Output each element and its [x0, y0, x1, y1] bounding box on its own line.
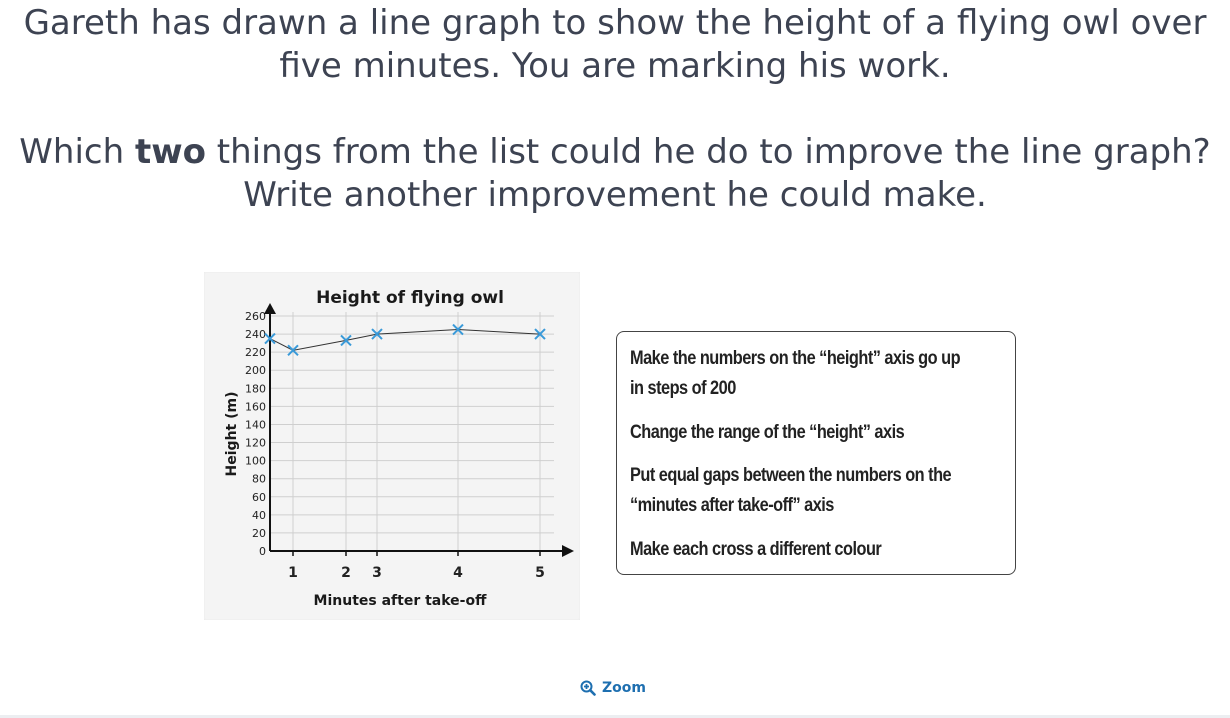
emphasis-two: two — [134, 132, 206, 172]
option-equal-gaps: Put equal gaps between the numbers on th… — [630, 465, 952, 516]
y-tick-label: 100 — [245, 455, 266, 468]
question-line-3: Which two things from the list could he … — [19, 132, 1211, 172]
chart-paper: 0 20 40 60 80 100 120 140 160 180 200 220 240 260 1 2 3 4… — [204, 272, 580, 620]
y-axis-arrow — [264, 303, 276, 314]
y-tick-label: 120 — [245, 437, 266, 450]
question-line-2: five minutes. You are marking his work. — [279, 46, 951, 86]
y-tick-label: 0 — [259, 545, 266, 558]
x-tick-label: 5 — [535, 565, 545, 581]
question-line-1: Gareth has drawn a line graph to show th… — [23, 3, 1207, 43]
zoom-label: Zoom — [602, 680, 646, 696]
data-point-cross — [452, 323, 464, 336]
question-intro: Gareth has drawn a line graph to show th… — [0, 2, 1230, 88]
y-tick-label: 260 — [245, 310, 266, 323]
y-axis-label: Height (m) — [224, 392, 240, 477]
option-range: Change the range of the “height” axis — [630, 422, 905, 443]
x-axis-arrow — [562, 545, 574, 557]
y-tick-label: 80 — [252, 473, 266, 486]
x-axis-label: Minutes after take-off — [314, 593, 488, 609]
y-tick-label: 40 — [252, 509, 266, 522]
data-point-cross — [534, 328, 546, 340]
y-tick-label: 20 — [252, 527, 266, 540]
data-point-cross — [371, 328, 383, 340]
improvement-options-box: Make the numbers on the “height” axis go… — [616, 331, 1016, 575]
zoom-button[interactable]: Zoom — [580, 677, 646, 699]
y-tick-label: 200 — [245, 364, 266, 377]
series-line — [269, 329, 541, 351]
option-colour: Make each cross a different colour — [630, 539, 882, 560]
line-chart: 0 20 40 60 80 100 120 140 160 180 200 220 240 260 1 2 3 4… — [224, 288, 574, 609]
x-tick-label: 1 — [288, 565, 298, 581]
bottom-divider — [0, 715, 1230, 718]
x-tick-label: 2 — [341, 565, 351, 581]
y-tick-label: 220 — [245, 346, 266, 359]
question-line-4: Write another improvement he could make. — [243, 175, 987, 215]
x-tick-label: 4 — [453, 565, 463, 581]
question-prompt: Which two things from the list could he … — [0, 131, 1230, 217]
chart-title: Height of flying owl — [316, 288, 504, 308]
y-tick-label: 140 — [245, 418, 266, 431]
y-tick-label: 180 — [245, 382, 266, 395]
y-tick-label: 60 — [252, 491, 266, 504]
zoom-in-icon — [580, 680, 596, 696]
data-point-cross — [264, 332, 276, 345]
y-tick-label: 160 — [245, 400, 266, 413]
data-point-cross — [340, 334, 352, 347]
x-tick-label: 3 — [372, 565, 382, 581]
data-point-cross — [287, 344, 299, 357]
option-steps: Make the numbers on the “height” axis go… — [630, 348, 961, 399]
y-tick-label: 240 — [245, 328, 266, 341]
